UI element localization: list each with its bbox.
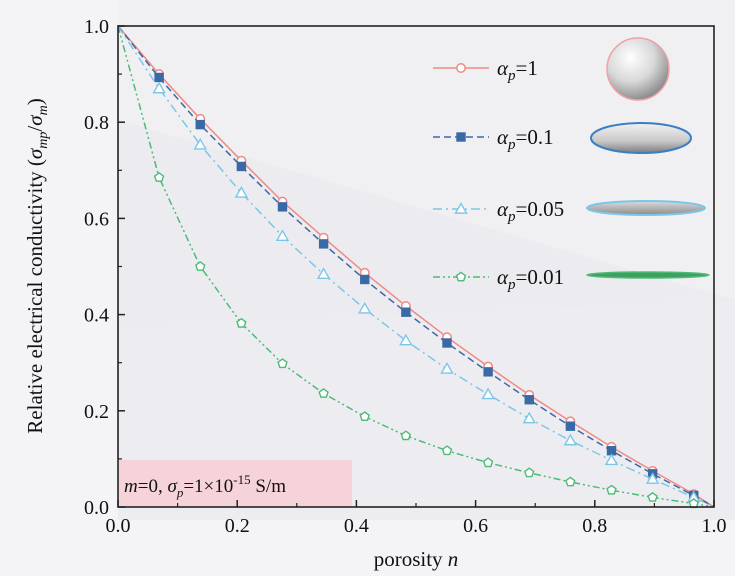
x-tick-label: 1.0: [702, 515, 727, 537]
annotation-text: m=0, σp=1×10-15 S/m: [124, 472, 286, 500]
data-point: [442, 338, 452, 348]
legend-marker: [456, 132, 466, 142]
y-tick-label: 0.4: [84, 305, 109, 327]
data-point: [606, 484, 617, 495]
data-point: [277, 202, 288, 212]
data-point: [236, 161, 247, 172]
legend-entry-3: αp=0.01: [433, 265, 564, 293]
data-point: [275, 229, 290, 242]
data-point: [565, 421, 576, 431]
plot-frame: [117, 25, 715, 508]
data-point: [193, 137, 207, 150]
data-point: [441, 445, 453, 456]
data-point: [152, 81, 166, 94]
y-tick-label: 0.0: [84, 497, 109, 519]
y-tick-label: 0.8: [84, 112, 109, 134]
x-axis-title: porosity n: [374, 547, 459, 571]
data-point: [400, 430, 412, 441]
data-point: [399, 333, 413, 346]
x-tick-label: 0.2: [225, 515, 250, 537]
x-tick-label: 0.8: [582, 515, 607, 537]
data-point: [359, 411, 370, 421]
data-point: [604, 453, 619, 466]
data-point: [153, 172, 165, 182]
y-tick-label: 0.6: [84, 208, 109, 230]
series-1: [117, 25, 715, 508]
data-point: [440, 362, 454, 374]
legend-marker: [455, 271, 467, 282]
data-point: [524, 467, 535, 478]
x-tick-label: 0.6: [463, 515, 488, 537]
tick-layer: 0.0 0.2 0.4 0.6 0.8 1.0 0.0 0.2 0.4 0.6 0.8 1.0: [84, 16, 727, 537]
shape-illustrations: [586, 37, 710, 279]
legend-marker: [454, 202, 468, 214]
data-point: [565, 476, 576, 487]
data-point: [483, 367, 493, 377]
series-layer: [117, 25, 715, 509]
legend-entry-2: αp=0.05: [433, 197, 564, 225]
data-point: [524, 395, 534, 405]
data-point: [195, 119, 205, 130]
legend-marker: [456, 63, 466, 73]
legend-entry-1: αp=0.1: [433, 125, 554, 153]
data-point: [401, 307, 411, 317]
legend-label: αp=0.1: [497, 125, 554, 153]
data-point: [360, 274, 370, 285]
data-point: [316, 267, 331, 280]
x-tick-label: 0.0: [106, 515, 131, 537]
series-0: [117, 25, 715, 508]
data-point: [195, 261, 206, 271]
legend: αp=1 αp=0.1 αp=0.05 αp=0.01: [433, 56, 564, 293]
flat-disk-icon: [586, 271, 710, 279]
series-line: [117, 25, 715, 508]
thin-spheroid-icon: [586, 200, 706, 216]
data-point: [234, 185, 249, 198]
data-point: [481, 387, 495, 400]
data-point: [318, 388, 329, 398]
series-line: [117, 25, 715, 508]
legend-entry-0: αp=1: [433, 56, 538, 84]
data-point: [236, 317, 247, 328]
data-point: [318, 239, 329, 249]
data-point: [647, 491, 658, 502]
data-point: [154, 72, 164, 83]
series-line: [117, 25, 715, 508]
data-point: [563, 433, 578, 446]
series-2: [117, 25, 715, 508]
data-point: [277, 358, 288, 369]
legend-label: αp=1: [497, 56, 538, 84]
y-axis-title: Relative electrical conductivity (σmp/σm…: [23, 98, 51, 433]
annotation-box: [119, 460, 352, 506]
data-point: [645, 472, 660, 484]
series-3: [117, 25, 715, 509]
data-point: [358, 301, 372, 314]
y-tick-label: 1.0: [84, 16, 109, 38]
data-point: [482, 457, 494, 468]
series-line: [117, 25, 715, 508]
legend-label: αp=0.05: [497, 197, 564, 225]
x-tick-label: 0.4: [344, 515, 369, 537]
sphere-icon: [606, 37, 670, 101]
y-tick-label: 0.2: [84, 401, 109, 423]
oblate-spheroid-icon: [590, 122, 692, 154]
data-point: [522, 411, 536, 424]
legend-label: αp=0.01: [497, 265, 564, 293]
